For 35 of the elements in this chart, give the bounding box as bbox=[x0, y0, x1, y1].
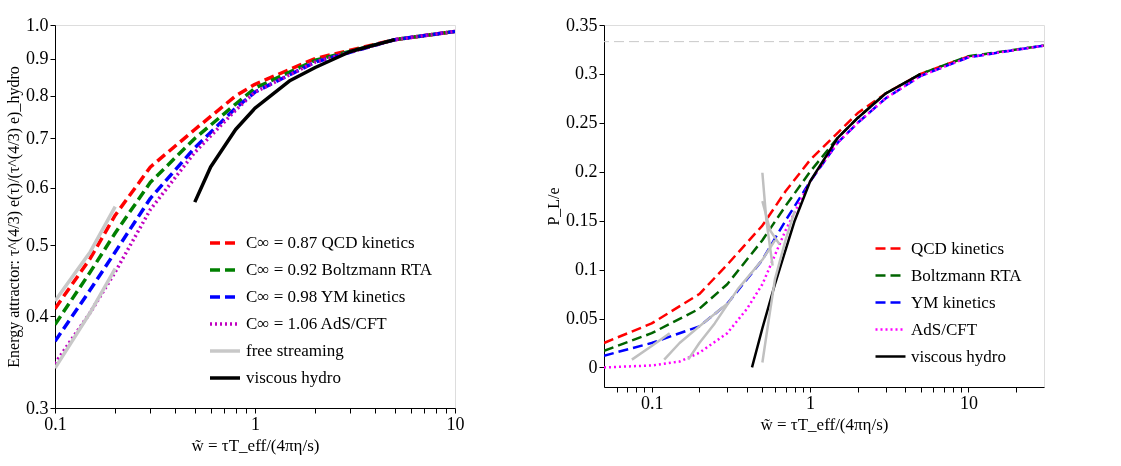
legend-label: C∞ = 1.06 AdS/CFT bbox=[246, 314, 388, 333]
y-axis-title: Energy attractor: τ^(4/3) e(τ)/(τ^(4/3) e)_hydro bbox=[5, 66, 23, 368]
y-tick-label: 0.6 bbox=[26, 177, 49, 197]
legend-label: C∞ = 0.98 YM kinetics bbox=[246, 287, 406, 306]
legend-label: viscous hydro bbox=[246, 368, 341, 387]
y-tick-label: 1.0 bbox=[26, 14, 49, 35]
x-tick-label: 0.1 bbox=[640, 392, 664, 413]
y-tick-label: 0.4 bbox=[26, 305, 49, 326]
legend-label: Boltzmann RTA bbox=[911, 265, 1023, 285]
legend-label: free streaming bbox=[246, 341, 345, 360]
y-tick-label: 0.9 bbox=[26, 48, 49, 69]
y-tick-label: 0.2 bbox=[575, 161, 598, 182]
y-tick-label: 0.15 bbox=[566, 210, 598, 231]
y-tick-label: 0.35 bbox=[566, 14, 598, 35]
x-tick-label: 1 bbox=[806, 392, 816, 413]
x-tick-label: 1 bbox=[251, 413, 260, 434]
y-tick-label: 0.5 bbox=[26, 235, 49, 255]
y-tick-label: 0.05 bbox=[566, 308, 598, 329]
legend-label: YM kinetics bbox=[911, 292, 996, 312]
y-tick-label: 0.1 bbox=[575, 259, 598, 280]
y-tick-label: 0.3 bbox=[575, 63, 598, 84]
y-axis-title: P_L/e bbox=[545, 187, 562, 226]
y-tick-label: 0.7 bbox=[26, 127, 49, 148]
x-tick-label: 10 bbox=[446, 413, 465, 434]
x-axis-title: w̃ = τT_eff/(4πη/s) bbox=[760, 414, 889, 434]
legend-label: viscous hydro bbox=[911, 346, 1006, 366]
legend-label: C∞ = 0.92 Boltzmann RTA bbox=[246, 260, 433, 279]
y-tick-label: 0 bbox=[588, 356, 598, 377]
legend-label: AdS/CFT bbox=[911, 319, 978, 339]
x-axis-title: w̃ = τT_eff/(4πη/s) bbox=[191, 435, 320, 455]
x-tick-label: 10 bbox=[959, 392, 978, 413]
y-tick-label: 0.8 bbox=[26, 85, 49, 106]
y-tick-label: 0.25 bbox=[566, 112, 598, 133]
legend-label: QCD kinetics bbox=[911, 238, 1005, 258]
legend-label: C∞ = 0.87 QCD kinetics bbox=[246, 233, 415, 252]
